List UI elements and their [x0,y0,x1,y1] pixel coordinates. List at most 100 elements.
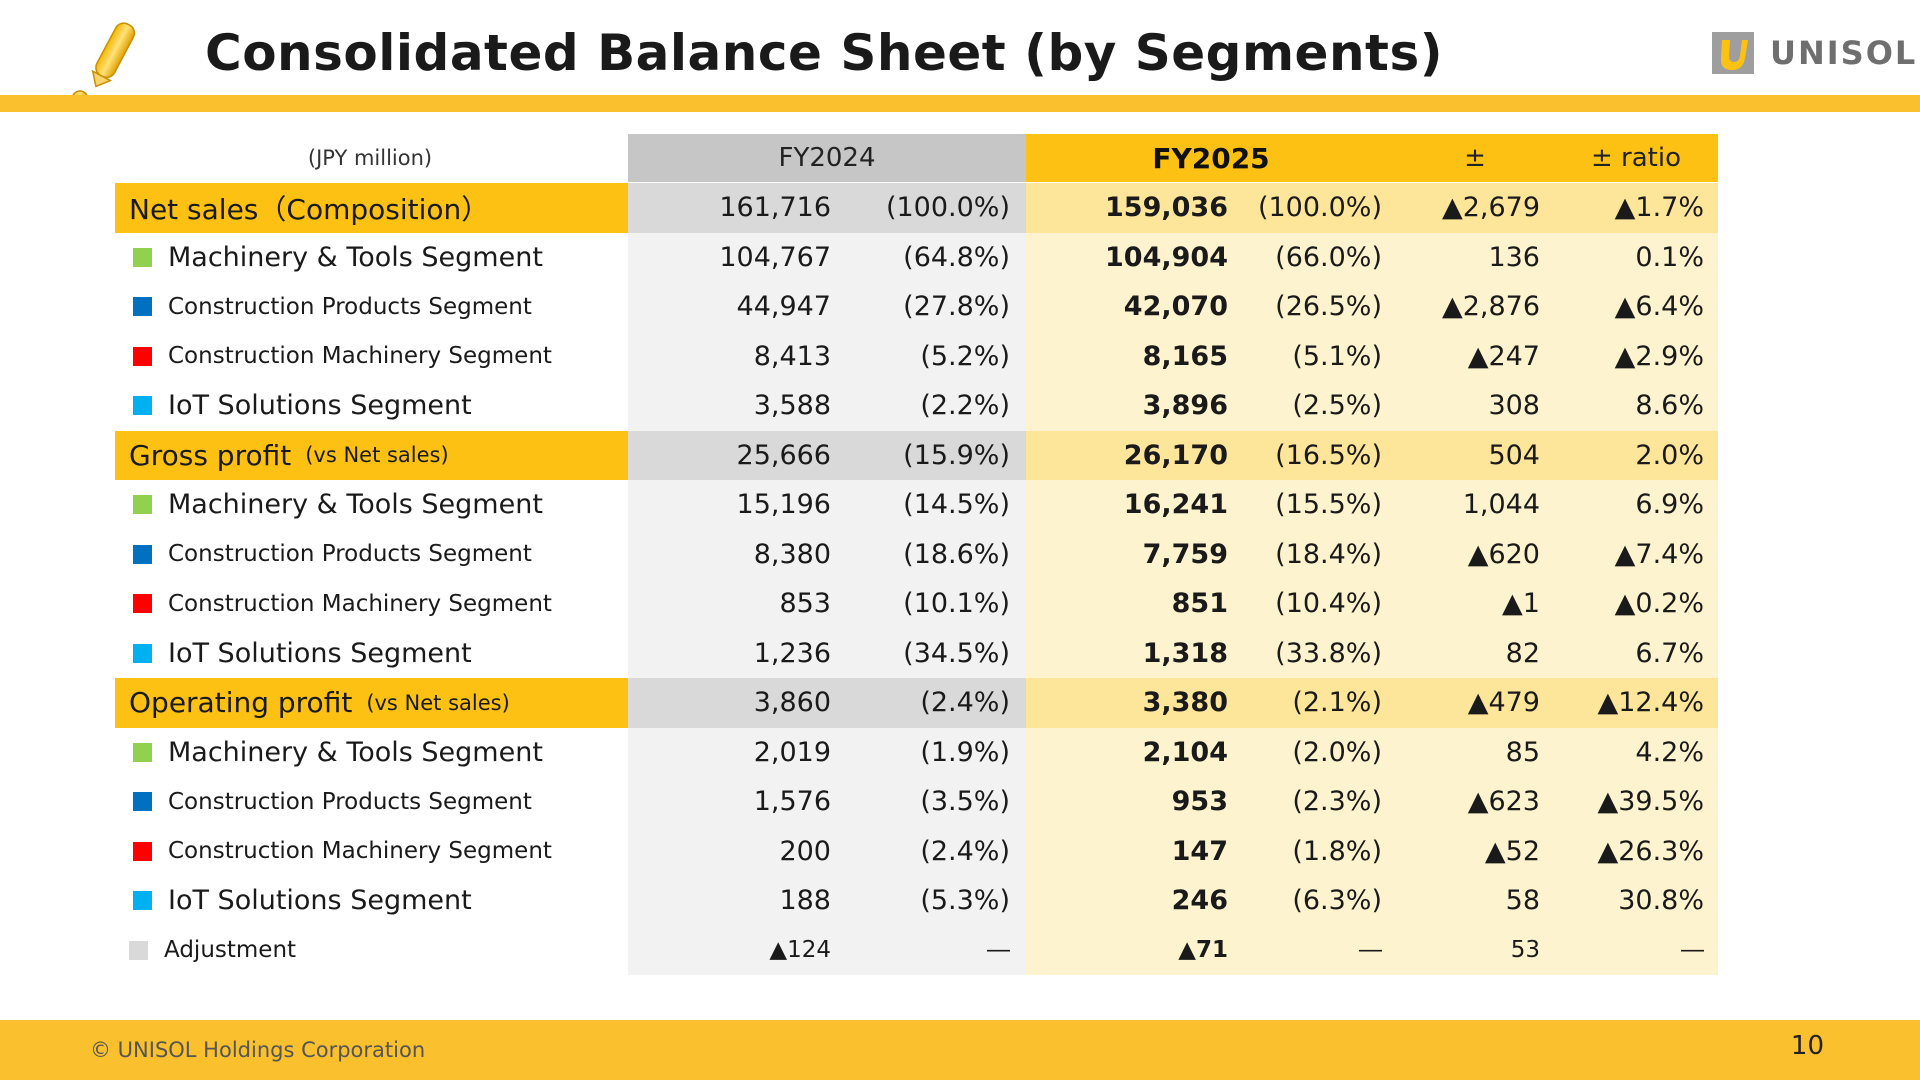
fy2024-value-cell: 104,767 [628,232,849,282]
fy2025-percent-cell: (2.1%) [1248,678,1396,728]
fy2025-percent-cell: (2.0%) [1248,727,1396,777]
row-label: Operating profit (vs Net sales) [115,678,628,728]
difference-value-cell: ▲247 [1396,331,1554,381]
fy2024-value-cell: 8,413 [628,331,849,381]
column-header-fy2025: FY2025 [1026,134,1396,182]
row-label-note: (vs Net sales) [305,443,449,468]
unisol-logo-icon [1712,32,1754,74]
fy2024-value-cell: 15,196 [628,480,849,530]
page-number: 10 [1790,1031,1824,1061]
difference-value-cell: ▲2,876 [1396,282,1554,332]
fy2024-percent-cell: (2.4%) [849,826,1026,876]
fy2025-value-cell: 147 [1026,826,1248,876]
row-label-text: Construction Machinery Segment [168,838,552,865]
ratio-value-cell: 0.1% [1554,232,1718,282]
row-label-text: Machinery & Tools Segment [168,241,543,273]
row-label: Construction Products Segment [115,777,628,827]
difference-value-cell: ▲2,679 [1396,183,1554,233]
ratio-value-cell: 4.2% [1554,727,1718,777]
fy2024-percent-cell: (2.2%) [849,381,1026,431]
fy2024-value-cell: 853 [628,579,849,629]
fy2024-percent-cell: (100.0%) [849,183,1026,233]
difference-value-cell: 504 [1396,430,1554,480]
segment-color-icon [133,346,152,366]
company-logo: UNISOL [1712,32,1917,74]
difference-value-cell: ▲1 [1396,579,1554,629]
ratio-value-cell: 8.6% [1554,381,1718,431]
row-label-text: Machinery & Tools Segment [168,736,543,768]
fy2025-percent-cell: (2.5%) [1248,381,1396,431]
table-row: Adjustment ▲124 ― ▲71 ― 53 ― [115,925,1718,975]
fy2024-value-cell: 1,576 [628,777,849,827]
row-label: Construction Machinery Segment [115,579,628,629]
ratio-value-cell: ▲39.5% [1554,777,1718,827]
difference-value-cell: ▲623 [1396,777,1554,827]
row-label: Construction Products Segment [115,282,628,332]
table-row: Machinery & Tools Segment 2,019 (1.9%) 2,10… [115,727,1718,777]
fy2025-percent-cell: (10.4%) [1248,579,1396,629]
balance-sheet-table: Net sales（Composition） 161,716 (100.0%) 159… [115,183,1718,975]
fy2024-value-cell: 188 [628,876,849,926]
footer-bar [0,1020,1920,1080]
fy2025-value-cell: 16,241 [1026,480,1248,530]
ratio-value-cell: 2.0% [1554,430,1718,480]
fy2025-value-cell: 246 [1026,876,1248,926]
fy2024-percent-cell: (2.4%) [849,678,1026,728]
segment-color-icon [133,643,152,663]
fy2025-percent-cell: (66.0%) [1248,232,1396,282]
row-label: Gross profit (vs Net sales) [115,430,628,480]
fy2024-percent-cell: (1.9%) [849,727,1026,777]
fy2024-value-cell: 3,588 [628,381,849,431]
row-label-text: IoT Solutions Segment [168,390,472,422]
row-label: Net sales（Composition） [115,183,628,233]
row-label: Construction Machinery Segment [115,332,628,382]
column-header-difference: ± [1396,134,1554,182]
row-label-text: Adjustment [164,937,297,964]
fy2024-value-cell: 25,666 [628,430,849,480]
row-label-text: Operating profit [129,686,353,720]
row-label: Machinery & Tools Segment [115,233,628,283]
difference-value-cell: 308 [1396,381,1554,431]
page-title: Consolidated Balance Sheet (by Segments) [205,24,1444,82]
segment-color-icon [133,544,152,564]
logo-text: UNISOL [1770,34,1918,72]
fy2025-value-cell: 26,170 [1026,430,1248,480]
fy2025-percent-cell: (2.3%) [1248,777,1396,827]
table-row: IoT Solutions Segment 1,236 (34.5%) 1,318 (3… [115,628,1718,678]
fy2025-percent-cell: (100.0%) [1248,183,1396,233]
fy2025-percent-cell: (1.8%) [1248,826,1396,876]
difference-value-cell: ▲52 [1396,826,1554,876]
segment-color-icon [133,247,152,267]
segment-color-icon [133,297,152,317]
fy2025-value-cell: 159,036 [1026,183,1248,233]
unit-label: (JPY million) [307,146,433,170]
row-label-text: Construction Machinery Segment [168,343,552,370]
difference-value-cell: 53 [1396,925,1554,975]
row-label-text: IoT Solutions Segment [168,885,472,917]
fy2024-percent-cell: (5.2%) [849,331,1026,381]
column-header-ratio: ± ratio [1554,134,1718,182]
row-label-text: Construction Products Segment [168,788,532,815]
row-label-text: Construction Products Segment [168,541,532,568]
difference-value-cell: 82 [1396,628,1554,678]
ratio-value-cell: ▲0.2% [1554,579,1718,629]
header-divider [0,95,1920,112]
table-row: Construction Products Segment 8,380 (18.6%… [115,529,1718,579]
difference-value-cell: 58 [1396,876,1554,926]
fy2025-value-cell: 851 [1026,579,1248,629]
row-label-text: Construction Products Segment [168,293,532,320]
fy2025-value-cell: 3,896 [1026,381,1248,431]
difference-value-cell: 1,044 [1396,480,1554,530]
fy2025-value-cell: 953 [1026,777,1248,827]
row-label: IoT Solutions Segment [115,876,628,926]
row-label: Construction Machinery Segment [115,827,628,877]
fy2024-percent-cell: (64.8%) [849,232,1026,282]
segment-color-icon [133,495,152,515]
segment-color-icon [133,891,152,911]
table-row: Construction Products Segment 44,947 (27.8… [115,282,1718,332]
fy2024-percent-cell: (18.6%) [849,529,1026,579]
fy2025-percent-cell: (18.4%) [1248,529,1396,579]
table-row: IoT Solutions Segment 188 (5.3%) 246 (6.3%) 5… [115,876,1718,926]
row-label: IoT Solutions Segment [115,381,628,431]
row-label-note: (vs Net sales) [366,690,510,715]
